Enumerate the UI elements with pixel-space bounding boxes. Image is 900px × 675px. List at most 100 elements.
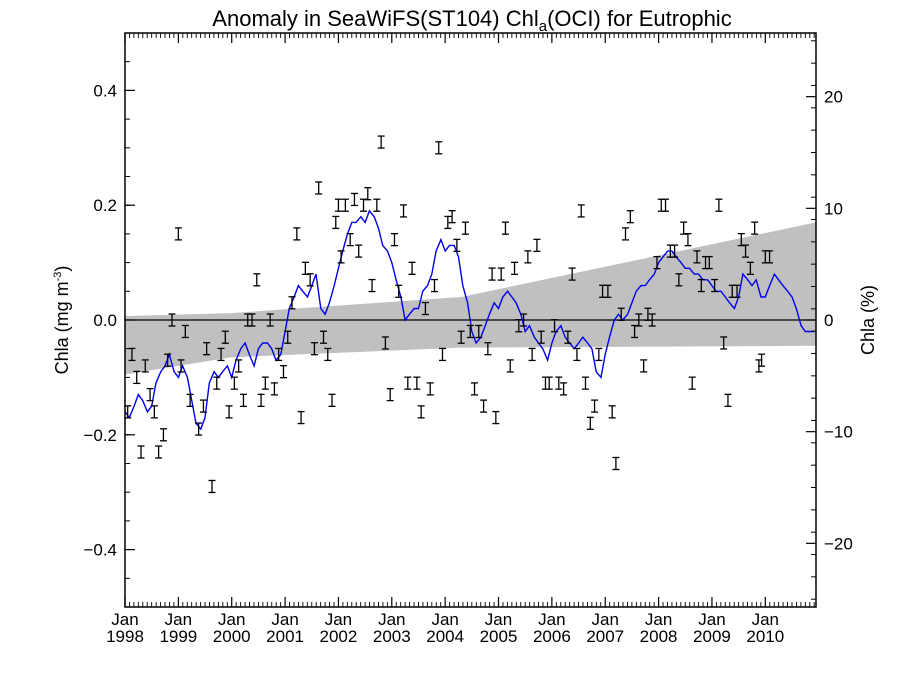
data-point — [680, 221, 688, 235]
data-point — [430, 278, 438, 293]
data-point — [604, 284, 612, 298]
data-point — [751, 221, 759, 235]
data-point — [225, 405, 233, 419]
points-layer — [124, 135, 774, 494]
data-point — [334, 198, 342, 212]
y-tick-label-left: −0.4 — [83, 541, 117, 560]
x-tick-year-label: 2000 — [213, 627, 251, 646]
ticks-layer: −0.4−0.20.00.20.4−20−1001020Jan1998Jan19… — [83, 33, 853, 646]
data-point — [293, 227, 301, 241]
data-point — [213, 376, 221, 390]
data-point — [515, 319, 523, 333]
data-point — [364, 187, 372, 201]
data-point — [622, 227, 630, 241]
data-point — [199, 399, 207, 413]
data-point — [355, 244, 363, 258]
data-point — [453, 238, 461, 253]
data-point — [235, 359, 243, 373]
data-point — [448, 210, 456, 224]
data-point — [337, 250, 345, 264]
data-point — [395, 284, 403, 298]
data-point — [155, 445, 163, 459]
data-point — [195, 422, 203, 436]
x-tick-year-label: 2005 — [480, 627, 518, 646]
data-point — [711, 278, 719, 293]
data-point — [551, 319, 559, 333]
y-tick-label-right: 20 — [824, 88, 843, 107]
data-point — [511, 261, 519, 275]
y-axis-left-label-close: ) — [52, 266, 72, 272]
y-tick-label-right: 0 — [824, 311, 833, 330]
data-point — [319, 330, 327, 344]
x-tick-month-label: Jan — [752, 610, 779, 629]
x-tick-month-label: Jan — [538, 610, 565, 629]
y-tick-label-left: 0.0 — [93, 311, 117, 330]
y-axis-left-label-superscript: -3 — [52, 272, 64, 282]
y-tick-label-right: 10 — [824, 199, 843, 218]
x-tick-year-label: 2007 — [586, 627, 624, 646]
data-point — [586, 416, 594, 430]
x-tick-month-label: Jan — [165, 610, 192, 629]
data-point — [520, 313, 528, 327]
data-point — [137, 445, 145, 459]
data-point — [497, 267, 505, 281]
y-axis-right-label: Chla (%) — [858, 285, 878, 355]
data-point — [617, 307, 625, 321]
data-point — [315, 181, 323, 195]
chart-title-prefix: Anomaly in SeaWiFS(ST104) Chl — [212, 6, 538, 31]
data-point — [506, 359, 514, 373]
data-point — [377, 135, 385, 149]
data-point — [310, 342, 318, 356]
data-point — [457, 330, 465, 344]
data-point — [284, 330, 292, 344]
data-point — [693, 250, 701, 264]
x-tick-year-label: 2002 — [320, 627, 358, 646]
data-point — [675, 273, 683, 287]
data-point — [253, 273, 261, 287]
y-tick-label-left: 0.4 — [93, 81, 117, 100]
data-point — [591, 399, 599, 413]
data-point — [146, 387, 154, 402]
data-point — [203, 342, 211, 356]
data-point — [635, 313, 643, 327]
x-tick-year-label: 2008 — [640, 627, 678, 646]
data-point — [159, 428, 167, 442]
y-axis-left-label-main: Chla (mg m — [52, 281, 72, 374]
data-point — [408, 261, 416, 275]
y-tick-label-left: 0.2 — [93, 196, 117, 215]
data-point — [332, 215, 340, 230]
data-point — [266, 313, 274, 327]
data-point — [133, 370, 141, 385]
data-point — [648, 313, 656, 327]
trend-band — [125, 222, 816, 375]
data-point — [644, 307, 652, 321]
data-point — [537, 330, 545, 344]
data-point — [560, 382, 568, 396]
chart-title: Anomaly in SeaWiFS(ST104) Chla(OCI) for … — [212, 6, 731, 35]
data-point — [705, 255, 713, 270]
data-point — [270, 382, 278, 396]
data-point — [248, 313, 256, 327]
data-point — [568, 267, 576, 281]
data-point — [697, 278, 705, 293]
data-point — [306, 273, 314, 287]
data-point — [492, 410, 500, 425]
data-point — [208, 479, 216, 494]
data-point — [653, 255, 661, 270]
y-tick-label-right: −20 — [824, 534, 853, 553]
data-point — [480, 399, 488, 413]
data-point — [640, 359, 648, 373]
data-point — [421, 301, 429, 316]
data-point — [239, 393, 247, 408]
y-axis-left-label: Chla (mg m-3) — [52, 266, 72, 375]
data-point — [555, 376, 563, 390]
data-point — [413, 376, 421, 390]
x-tick-month-label: Jan — [698, 610, 725, 629]
data-point — [758, 353, 766, 367]
x-tick-month-label: Jan — [111, 610, 138, 629]
chart-title-suffix: (OCI) for Eutrophic — [547, 6, 732, 31]
data-point — [217, 347, 225, 362]
data-point — [742, 244, 750, 258]
data-point — [612, 456, 620, 471]
